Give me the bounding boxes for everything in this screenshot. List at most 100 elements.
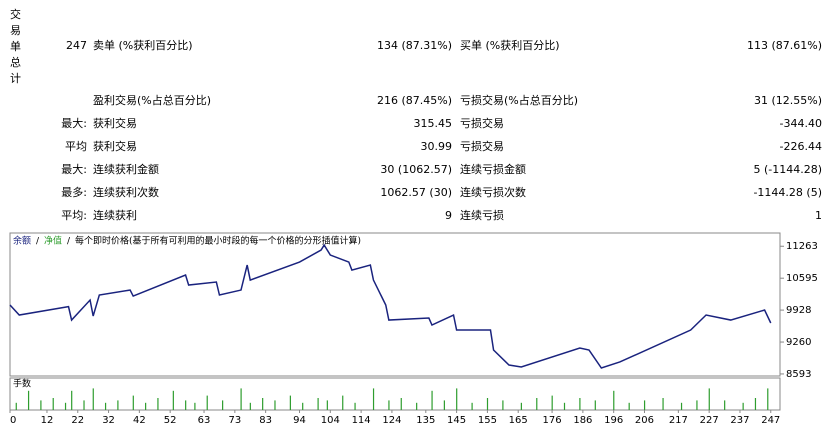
x-tick-label: 124 — [382, 415, 401, 426]
y-tick-label: 9260 — [786, 337, 811, 348]
y-tick-label: 8593 — [786, 369, 811, 380]
x-tick-label: 227 — [700, 415, 719, 426]
volume-bar — [643, 400, 646, 410]
volume-bar — [456, 388, 458, 410]
y-tick-label: 11263 — [786, 241, 818, 252]
x-tick-label: 206 — [635, 415, 654, 426]
row-text: 连续亏损金额 — [460, 162, 526, 176]
volume-bar — [64, 402, 67, 410]
volume-bar — [520, 402, 522, 410]
side-label: 计 — [10, 72, 21, 85]
x-tick-label: 186 — [573, 415, 592, 426]
volume-bar — [27, 390, 30, 410]
side-label: 交 — [10, 7, 21, 21]
x-tick-label: 63 — [198, 415, 211, 426]
row-value: -344.40 — [780, 117, 822, 130]
volume-bar — [594, 400, 596, 410]
volume-bar — [563, 402, 566, 410]
x-tick-label: 196 — [604, 415, 623, 426]
y-tick-label: 10595 — [786, 273, 818, 284]
series-line — [9, 243, 772, 369]
row-text: 获利交易 — [93, 139, 137, 153]
x-tick-label: 12 — [41, 415, 54, 426]
volume-bar — [40, 400, 42, 410]
row-value: 315.45 — [414, 117, 453, 130]
volume-bar — [767, 388, 769, 410]
row-value: 134 (87.31%) — [377, 39, 452, 52]
x-tick-label: 155 — [478, 415, 497, 426]
row-text: 亏损交易 — [460, 116, 504, 130]
volume-bar — [416, 402, 418, 410]
row-label: 平均 — [65, 140, 87, 153]
volume-bar — [471, 402, 473, 410]
x-tick-label: 42 — [133, 415, 146, 426]
x-tick-label: 237 — [730, 415, 749, 426]
x-tick-label: 176 — [543, 415, 562, 426]
volume-bar — [83, 400, 85, 410]
row-label: 最大: — [61, 162, 87, 176]
legend-item: 净值 — [44, 235, 62, 247]
volume-bar — [326, 400, 328, 410]
x-tick-label: 94 — [293, 415, 306, 426]
volume-bar — [117, 400, 119, 410]
row-value: -226.44 — [780, 140, 822, 153]
row-value: 113 (87.61%) — [747, 39, 822, 52]
legend-sep: / — [67, 237, 71, 247]
volume-bar — [443, 400, 445, 410]
volume-frame — [9, 377, 781, 411]
row-text: 连续获利金额 — [93, 162, 159, 176]
row-text: 买单 (%获利百分比) — [460, 39, 560, 52]
volume-bar — [354, 402, 356, 410]
volume-bar — [579, 398, 581, 410]
volume-bar — [194, 402, 196, 410]
volume-bar — [222, 400, 224, 410]
x-tick-label: 247 — [761, 415, 780, 426]
row-value: -1144.28 (5) — [753, 186, 822, 199]
volume-bar — [551, 395, 553, 410]
volume-bar — [502, 400, 504, 410]
x-tick-label: 73 — [228, 415, 241, 426]
x-tick-label: 52 — [164, 415, 177, 426]
side-label: 总 — [10, 55, 21, 69]
row-label: 247 — [66, 39, 87, 52]
row-label: 平均: — [61, 209, 87, 222]
row-text: 连续亏损次数 — [460, 185, 526, 199]
x-tick-label: 145 — [447, 415, 466, 426]
volume-bar — [388, 400, 390, 410]
x-tick-label: 217 — [669, 415, 688, 426]
volume-bar — [628, 402, 630, 410]
row-value: 30 (1062.57) — [380, 163, 452, 176]
row-value: 5 (-1144.28) — [753, 163, 822, 176]
x-tick-label: 0 — [10, 415, 16, 426]
volume-bar — [662, 398, 664, 410]
volume-bar — [724, 400, 726, 410]
volume-bar — [185, 400, 187, 410]
volume-bar — [104, 402, 107, 410]
x-tick-label: 135 — [416, 415, 435, 426]
row-value: 1062.57 (30) — [380, 186, 452, 199]
volume-bar — [613, 390, 615, 410]
x-tick-label: 32 — [102, 415, 115, 426]
row-text: 卖单 (%获利百分比) — [93, 39, 193, 52]
volume-bar — [680, 402, 683, 410]
row-value: 31 (12.55%) — [754, 94, 822, 107]
row-text: 亏损交易(%占总百分比) — [460, 93, 578, 107]
volume-bar — [240, 388, 242, 410]
row-value: 9 — [445, 209, 452, 222]
row-text: 连续亏损 — [460, 208, 504, 222]
plot-frame — [9, 232, 781, 377]
row-text: 亏损交易 — [460, 139, 504, 153]
side-label: 单 — [10, 40, 21, 53]
legend-sep: / — [36, 237, 40, 247]
volume-bar — [145, 402, 147, 410]
volume-bar — [52, 398, 54, 410]
row-label: 最多: — [61, 185, 87, 199]
volume-bar — [172, 390, 174, 410]
volume-bar — [696, 400, 698, 410]
row-text: 盈利交易(%占总百分比) — [93, 93, 211, 107]
x-tick-label: 165 — [509, 415, 528, 426]
volume-bar — [71, 390, 73, 410]
volume-bar — [15, 402, 17, 410]
volume-title: 手数 — [13, 378, 31, 390]
